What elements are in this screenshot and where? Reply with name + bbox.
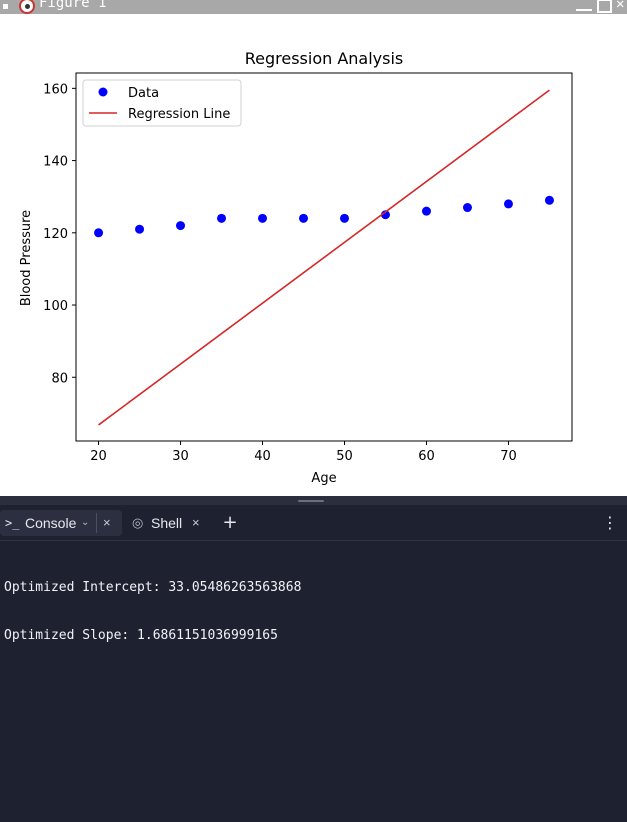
regression-line [98, 89, 550, 426]
tab-divider [96, 513, 97, 533]
more-vertical-icon[interactable]: ⋮ [602, 513, 618, 532]
plus-icon[interactable]: + [222, 512, 238, 533]
legend-box [82, 79, 242, 127]
data-point [94, 228, 104, 238]
y-tick-label: 80 [51, 371, 68, 386]
data-point [462, 203, 472, 213]
close-icon[interactable]: × [192, 515, 200, 530]
console-line: Optimized Intercept: 33.05486263563868 [4, 580, 302, 595]
figure-canvas: Regression Analysis 20 30 40 50 60 70 80 100 120… [0, 14, 627, 496]
legend-label: Regression Line [128, 107, 230, 122]
x-tick-label: 20 [90, 449, 107, 464]
console-tabbar: >_ Console ⌄ × ◎ Shell × + ⋮ [0, 505, 627, 541]
y-tick-label: 160 [43, 82, 68, 97]
axes-frame [75, 72, 573, 442]
figure-title: Figure 1 [39, 0, 107, 11]
tab-console[interactable]: >_ Console ⌄ × [0, 510, 122, 536]
y-tick-label: 120 [43, 227, 68, 242]
data-point [258, 213, 268, 223]
regression-chart: Regression Analysis 20 30 40 50 60 70 80 100 120… [19, 49, 573, 486]
x-axis-label: Age [311, 471, 336, 486]
matplotlib-icon [19, 0, 35, 14]
console-line: Optimized Slope: 1.6861151036999165 [4, 628, 278, 643]
maximize-icon[interactable] [597, 0, 612, 13]
pane-splitter[interactable] [0, 496, 627, 505]
y-axis-label: Blood Pressure [19, 210, 34, 306]
splitter-grip[interactable] [298, 500, 324, 502]
tab-console-label: Console [25, 515, 77, 531]
x-tick-label: 50 [336, 449, 353, 464]
close-icon[interactable]: ✕ [616, 0, 625, 12]
data-point [217, 213, 227, 223]
plot-area: 20 30 40 50 60 70 80 100 120 140 160 Data Regression… [43, 72, 573, 464]
console-output[interactable]: Optimized Intercept: 33.05486263563868 O… [4, 548, 624, 660]
data-point [299, 213, 309, 223]
legend-marker-swatch [98, 87, 108, 97]
data-point [339, 213, 349, 223]
x-tick-label: 30 [172, 449, 189, 464]
window-menu-icon[interactable] [3, 4, 8, 9]
data-point [380, 210, 390, 220]
terminal-prompt-icon: >_ [5, 516, 20, 530]
tab-shell-label: Shell [151, 515, 183, 531]
data-point [421, 206, 431, 216]
data-point [544, 195, 554, 205]
x-tick-label: 70 [500, 449, 517, 464]
x-tick-label: 40 [254, 449, 271, 464]
chevron-down-icon[interactable]: ⌄ [81, 517, 90, 528]
close-icon[interactable]: × [103, 515, 111, 530]
legend-label: Data [128, 86, 159, 101]
tab-shell[interactable]: ◎ Shell × [128, 510, 218, 536]
y-tick-label: 140 [43, 155, 68, 170]
minimize-icon[interactable] [576, 9, 592, 11]
x-tick-label: 60 [418, 449, 435, 464]
data-point [135, 224, 145, 234]
shell-icon: ◎ [132, 515, 144, 530]
y-tick-label: 100 [43, 299, 68, 314]
data-point [503, 199, 513, 209]
figure-titlebar: Figure 1 ✕ [0, 0, 627, 14]
data-point [176, 221, 186, 231]
chart-title: Regression Analysis [245, 49, 404, 68]
